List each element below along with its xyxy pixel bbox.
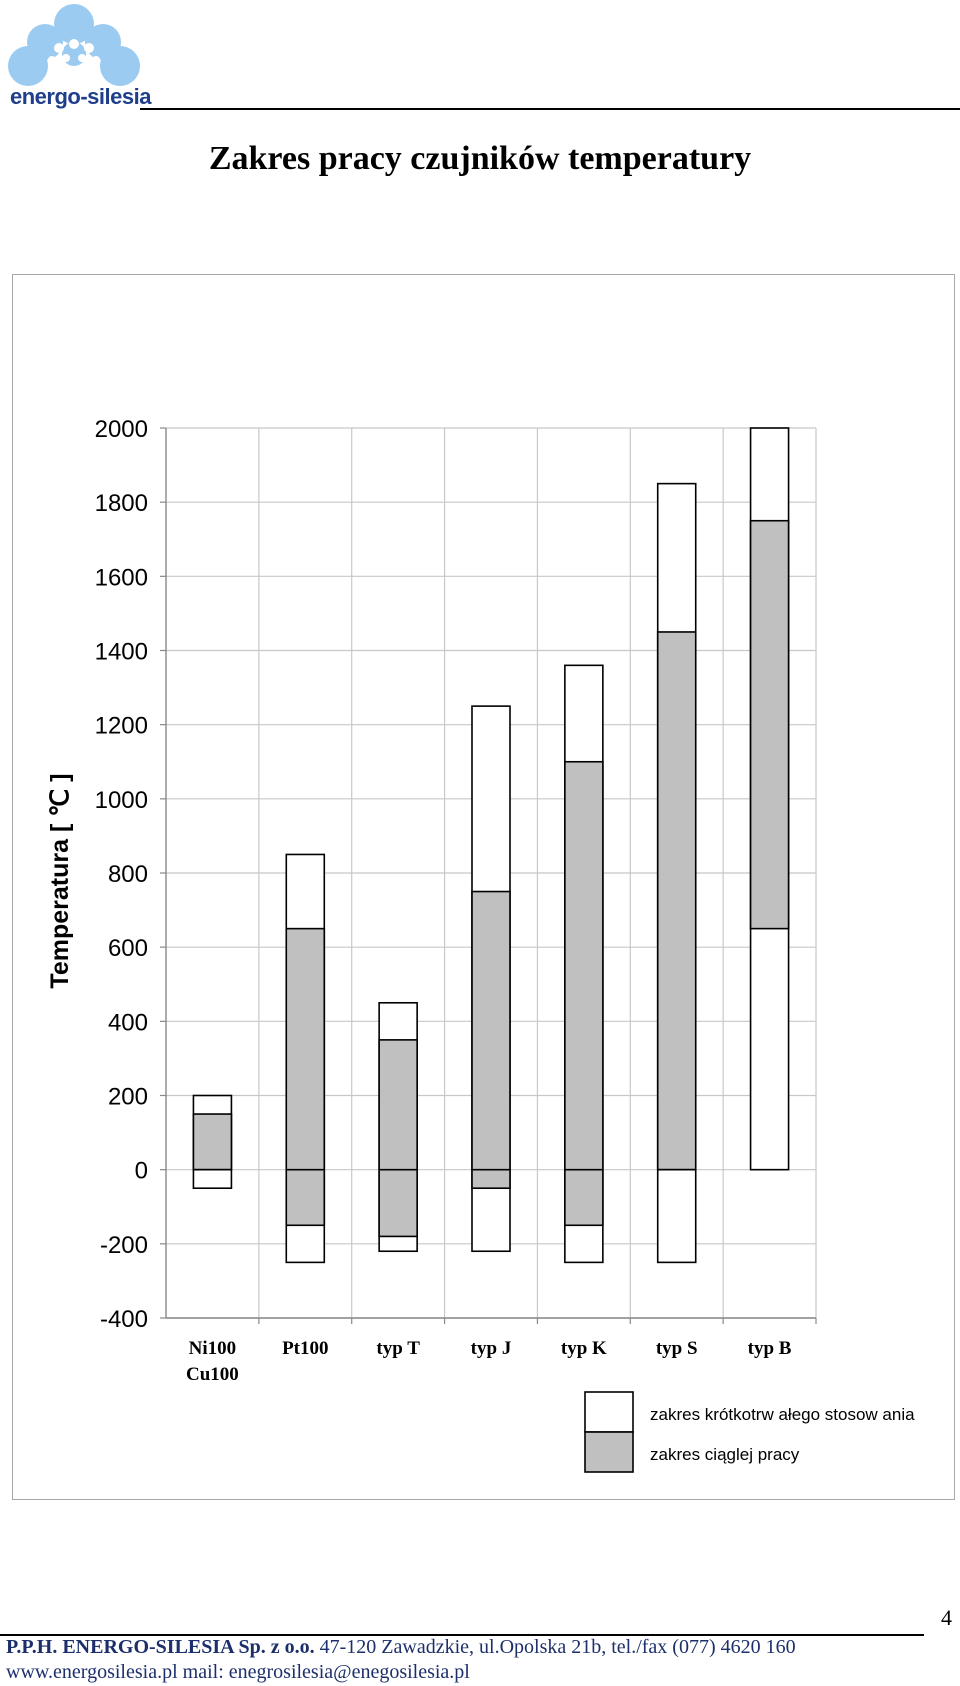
y-tick-label: 2000 bbox=[95, 416, 148, 443]
y-tick-label: 400 bbox=[108, 1009, 148, 1036]
y-tick-label: 600 bbox=[108, 935, 148, 962]
legend-swatch bbox=[584, 1391, 634, 1433]
y-tick-label: 200 bbox=[108, 1084, 148, 1111]
chart-bars bbox=[192, 427, 790, 1264]
bar-continuous bbox=[471, 890, 511, 1190]
footer-website[interactable]: www.energosilesia.pl bbox=[6, 1661, 178, 1683]
y-tick-label: 0 bbox=[135, 1158, 148, 1185]
chart-axes bbox=[160, 427, 817, 1324]
footer-address-line: P.P.H. ENERGO-SILESIA Sp. z o.o. 47-120 … bbox=[6, 1636, 796, 1659]
footer-address: 47-120 Zawadzkie, ul.Opolska 21b, tel./f… bbox=[314, 1636, 796, 1658]
x-category-label: Cu100 bbox=[186, 1364, 239, 1385]
y-tick-label: -200 bbox=[100, 1232, 148, 1259]
y-tick-label: -400 bbox=[100, 1306, 148, 1333]
x-category-label: Ni100 bbox=[189, 1338, 237, 1359]
y-tick-label: 1200 bbox=[95, 713, 148, 740]
bar-continuous bbox=[564, 760, 604, 1227]
logo-text: energo-silesia bbox=[10, 84, 151, 109]
bar-continuous bbox=[192, 1113, 233, 1171]
company-logo: energo-silesia bbox=[4, 2, 151, 110]
x-category-label: Pt100 bbox=[282, 1338, 328, 1359]
footer-contact-line: www.energosilesia.pl mail: enegrosilesia… bbox=[6, 1661, 470, 1684]
page-number: 4 bbox=[941, 1605, 952, 1630]
y-tick-label: 1600 bbox=[95, 564, 148, 591]
legend-label: zakres krótkotrw ałego stosow ania bbox=[650, 1405, 915, 1424]
legend-label: zakres ciąglej pracy bbox=[650, 1445, 800, 1464]
chart-legend: zakres krótkotrw ałego stosow ania zakres… bbox=[584, 1391, 915, 1473]
x-category-label: typ J bbox=[471, 1338, 512, 1359]
bar-continuous bbox=[285, 927, 326, 1227]
logo-bubbles-icon bbox=[8, 4, 140, 86]
y-tick-label: 1400 bbox=[95, 639, 148, 666]
bar-continuous bbox=[378, 1039, 418, 1238]
page-title: Zakres pracy czujników temperatury bbox=[208, 140, 752, 177]
y-tick-label: 1800 bbox=[95, 490, 148, 517]
header-rule bbox=[140, 108, 960, 110]
footer-rule bbox=[0, 1634, 924, 1636]
x-category-label: typ B bbox=[748, 1338, 792, 1359]
x-category-label: typ S bbox=[656, 1338, 698, 1359]
footer-mail[interactable]: mail: enegrosilesia@enegosilesia.pl bbox=[177, 1661, 470, 1683]
legend-swatch bbox=[584, 1431, 634, 1473]
y-tick-label: 1000 bbox=[95, 787, 148, 814]
x-category-label: typ K bbox=[561, 1338, 607, 1359]
bar-continuous bbox=[656, 631, 697, 1171]
x-category-label: typ T bbox=[376, 1338, 420, 1359]
bar-continuous bbox=[749, 519, 790, 930]
y-axis-title: Temperatura [ ℃ ] bbox=[46, 773, 74, 988]
y-tick-label: 800 bbox=[108, 861, 148, 888]
chart-labels: 2000180016001400120010008006004002000-20… bbox=[46, 416, 792, 1385]
footer-company: P.P.H. ENERGO-SILESIA Sp. z o.o. bbox=[6, 1636, 315, 1658]
